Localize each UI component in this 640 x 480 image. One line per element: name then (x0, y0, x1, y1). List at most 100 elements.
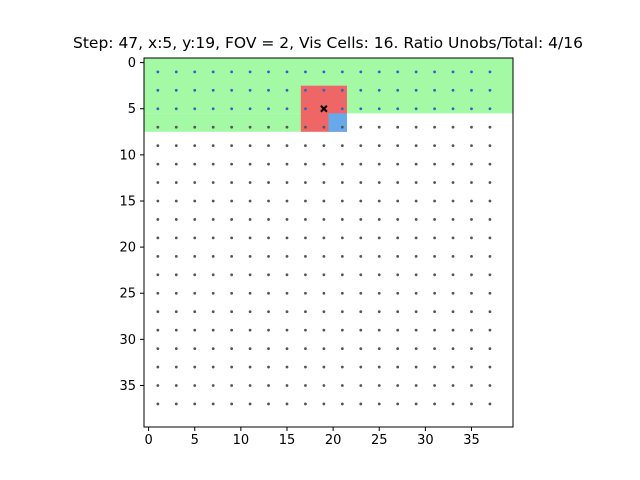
agent-marker (320, 105, 328, 113)
waypoint-dot (433, 384, 436, 387)
waypoint-dot (433, 70, 436, 74)
x-tick-label: 30 (417, 433, 434, 448)
waypoint-dot (451, 107, 455, 111)
waypoint-dot (340, 273, 344, 277)
waypoint-dot (267, 70, 270, 74)
waypoint-dot (414, 70, 418, 74)
waypoint-dot (174, 291, 178, 295)
waypoint-dot (230, 144, 234, 148)
waypoint-dot (451, 199, 455, 203)
waypoint-dot (285, 181, 289, 184)
waypoint-dot (451, 384, 455, 387)
waypoint-dot (322, 273, 326, 277)
waypoint-dot (340, 310, 344, 314)
waypoint-dot (433, 144, 436, 148)
waypoint-dot (230, 88, 234, 92)
waypoint-dot (211, 181, 215, 184)
waypoint-dot (304, 328, 307, 332)
waypoint-dot (470, 384, 473, 387)
waypoint-dot (359, 254, 363, 258)
waypoint-dot (414, 310, 418, 314)
waypoint-dot (359, 88, 363, 92)
waypoint-dot (193, 218, 197, 221)
y-tick-label: 10 (119, 148, 136, 163)
waypoint-dot (433, 310, 436, 314)
waypoint-dot (156, 384, 160, 387)
waypoint-dot (433, 218, 436, 221)
waypoint-dot (193, 310, 197, 314)
waypoint-dot (396, 402, 400, 406)
waypoint-dot (156, 273, 160, 277)
waypoint-dot (359, 144, 363, 148)
waypoint-dot (470, 199, 473, 203)
waypoint-dot (267, 273, 270, 277)
waypoint-dot (156, 162, 160, 166)
waypoint-dot (285, 144, 289, 148)
waypoint-dot (340, 328, 344, 332)
waypoint-dot (359, 273, 363, 277)
waypoint-dot (304, 88, 307, 92)
waypoint-dot (156, 107, 160, 111)
waypoint-dot (470, 273, 473, 277)
waypoint-dot (267, 291, 270, 295)
waypoint-dot (248, 365, 252, 369)
waypoint-dot (433, 328, 436, 332)
waypoint-dot (193, 236, 197, 240)
waypoint-dot (396, 347, 400, 350)
waypoint-dot (304, 181, 307, 184)
waypoint-dot (267, 365, 270, 369)
waypoint-dot (322, 402, 326, 406)
y-tick-label: 35 (119, 379, 136, 394)
waypoint-dot (396, 236, 400, 240)
waypoint-dot (211, 291, 215, 295)
waypoint-dot (377, 254, 381, 258)
waypoint-dot (230, 236, 234, 240)
waypoint-dot (230, 310, 234, 314)
waypoint-dot (488, 70, 492, 74)
waypoint-dot (377, 347, 381, 350)
waypoint-dot (359, 70, 363, 74)
waypoint-dot (340, 199, 344, 203)
waypoint-dot (267, 162, 270, 166)
waypoint-dot (174, 70, 178, 74)
waypoint-dot (174, 88, 178, 92)
waypoint-dot (211, 254, 215, 258)
waypoint-dot (414, 273, 418, 277)
waypoint-dot (470, 291, 473, 295)
waypoint-dot (340, 291, 344, 295)
waypoint-dot (359, 365, 363, 369)
waypoint-dot (230, 402, 234, 406)
waypoint-dot (304, 162, 307, 166)
waypoint-dot (230, 162, 234, 166)
waypoint-dot (174, 107, 178, 111)
waypoint-dot (322, 236, 326, 240)
waypoint-dot (451, 162, 455, 166)
waypoint-dot (156, 70, 160, 74)
waypoint-dot (488, 181, 492, 184)
waypoint-dot (340, 402, 344, 406)
waypoint-dot (396, 365, 400, 369)
waypoint-dot (193, 402, 197, 406)
waypoint-dot (174, 218, 178, 221)
y-tick-label: 20 (119, 241, 136, 256)
waypoint-dot (267, 310, 270, 314)
waypoint-dot (248, 218, 252, 221)
waypoint-dot (414, 162, 418, 166)
waypoint-dot (322, 181, 326, 184)
waypoint-dot (174, 310, 178, 314)
waypoint-dot (211, 273, 215, 277)
waypoint-dot (193, 291, 197, 295)
waypoint-dot (433, 88, 436, 92)
waypoint-dot (359, 328, 363, 332)
waypoint-dot (174, 273, 178, 277)
waypoint-dot (322, 347, 326, 350)
waypoint-dot (359, 384, 363, 387)
waypoint-dot (174, 365, 178, 369)
waypoint-dot (451, 273, 455, 277)
waypoint-dot (359, 162, 363, 166)
waypoint-dot (156, 218, 160, 221)
waypoint-dot (248, 402, 252, 406)
waypoint-dot (488, 125, 492, 129)
waypoint-dot (230, 291, 234, 295)
waypoint-dot (304, 70, 307, 74)
